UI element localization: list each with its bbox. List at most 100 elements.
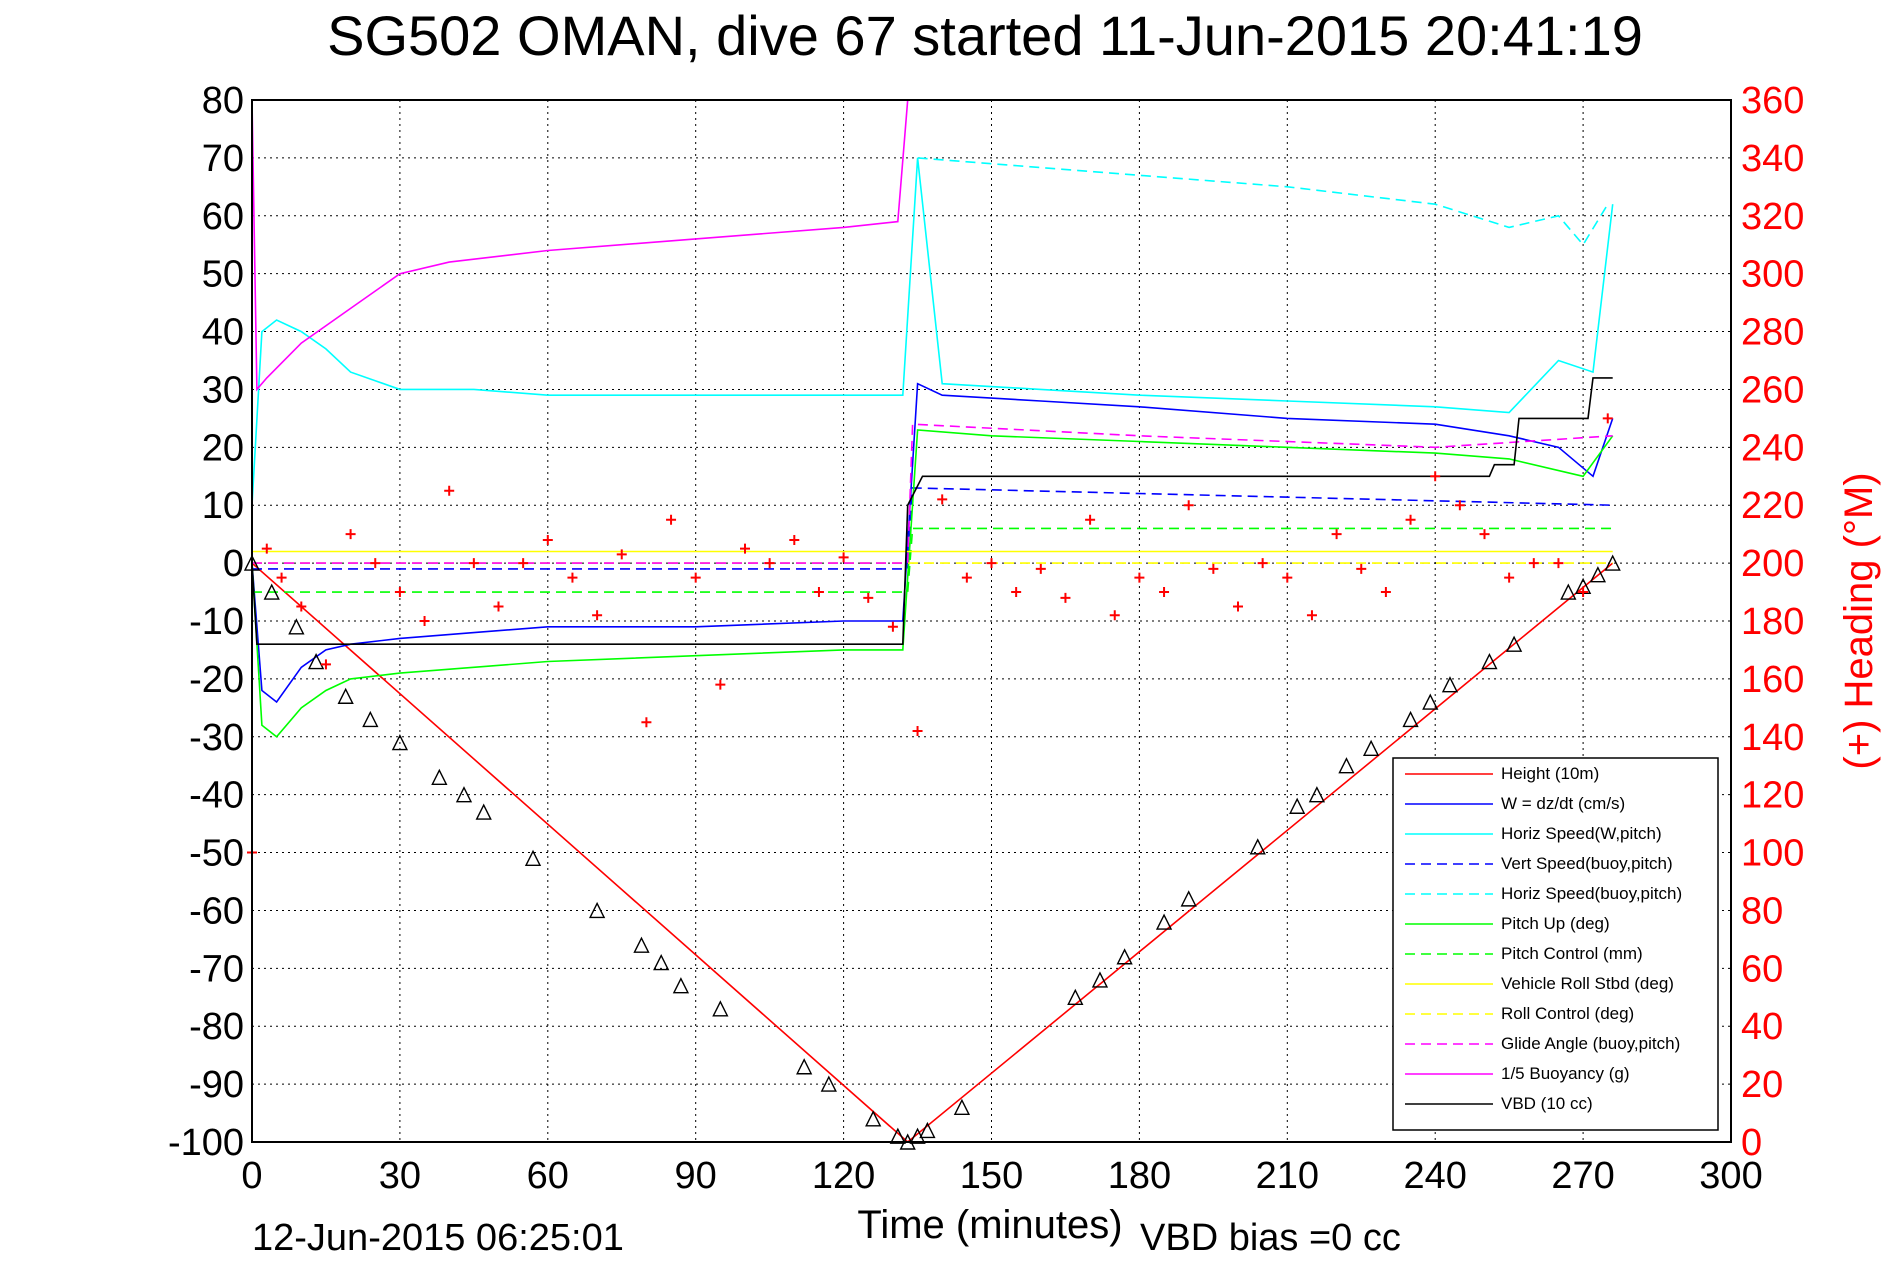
x-tick-label: 30 (379, 1155, 421, 1197)
height-marker (588, 901, 606, 919)
series-line (251, 377, 1613, 646)
series-line (251, 157, 1614, 506)
height-marker (1338, 757, 1355, 774)
heading-marker (789, 534, 800, 545)
y-tick-label: 80 (202, 80, 244, 122)
x-tick-label: 120 (812, 1155, 875, 1197)
heading-marker (1257, 558, 1268, 569)
legend-label: Vert Speed(buoy,pitch) (1501, 854, 1673, 873)
y-right-tick-label: 180 (1741, 601, 1804, 643)
legend: Height (10m) W = dz/dt (cm/s) Horiz Speed(… (1392, 757, 1719, 1131)
y-tick-label: -30 (189, 717, 244, 759)
heading-marker (1578, 587, 1589, 598)
height-marker (1362, 739, 1380, 757)
y-tick-label: 60 (202, 196, 244, 238)
series-layer (251, 99, 1614, 1144)
y-tick-label: 0 (223, 543, 244, 585)
y-right-tick-label: 200 (1741, 543, 1804, 585)
vbd-bias-note: VBD bias =0 cc (1140, 1217, 1401, 1259)
heading-marker (887, 621, 898, 632)
heading-marker (592, 610, 603, 621)
y-right-axis-label: (+) Heading (°M) (1837, 472, 1881, 769)
heading-marker (1553, 558, 1564, 569)
series-line (251, 99, 909, 392)
y-tick-label: -100 (168, 1122, 244, 1164)
height-marker (672, 977, 690, 994)
heading-marker (1454, 500, 1465, 511)
heading-marker (1380, 587, 1391, 598)
x-tick-labels: 0 30 60 90 120 150 180 210 240 270 300 (241, 1155, 1762, 1197)
heading-marker (616, 549, 627, 560)
heading-marker (1035, 563, 1046, 574)
heading-marker (276, 572, 287, 583)
legend-label: 1/5 Buoyancy (g) (1501, 1064, 1630, 1083)
legend-label: Glide Angle (buoy,pitch) (1501, 1034, 1680, 1053)
height-marker (633, 936, 650, 953)
heading-marker (813, 587, 824, 598)
heading-marker (370, 558, 381, 569)
series-line (252, 423, 1613, 564)
height-marker (1289, 797, 1306, 814)
height-marker (712, 1000, 729, 1017)
heading-marker (1011, 587, 1022, 598)
heading-marker (715, 679, 726, 690)
heading-marker (666, 514, 677, 525)
height-marker (263, 583, 280, 600)
height-marker (1560, 583, 1577, 600)
chart-title: SG502 OMAN, dive 67 started 11-Jun-2015 … (327, 4, 1643, 67)
height-marker (337, 687, 354, 704)
heading-marker (1356, 563, 1367, 574)
heading-marker (764, 558, 775, 569)
y-tick-label: 40 (202, 312, 244, 354)
y-right-tick-labels: 3603403203002802602402202001801601401201… (1741, 80, 1804, 1164)
legend-label: VBD (10 cc) (1501, 1094, 1593, 1113)
height-marker (1481, 652, 1498, 670)
heading-marker (641, 717, 652, 728)
series-line (917, 157, 1609, 247)
legend-box (1392, 757, 1719, 1131)
heading-marker (961, 572, 972, 583)
legend-label: Horiz Speed(buoy,pitch) (1501, 884, 1682, 903)
heading-marker (444, 485, 455, 496)
height-marker (1589, 566, 1607, 583)
y-tick-label: -90 (189, 1064, 244, 1106)
x-tick-label: 210 (1256, 1155, 1319, 1197)
x-tick-label: 240 (1403, 1155, 1466, 1197)
y-right-tick-label: 220 (1741, 485, 1804, 527)
heading-marker (740, 543, 750, 554)
y-tick-label: -80 (189, 1006, 244, 1048)
y-tick-labels: 80 70 60 50 40 30 20 10 0 -10 -20 -30 -40 -50 -60 -70 -8… (168, 80, 244, 1164)
heading-marker (838, 552, 849, 563)
heading-marker (690, 572, 701, 583)
heading-marker (320, 659, 331, 670)
legend-label: Roll Control (deg) (1501, 1004, 1634, 1023)
heading-marker (937, 494, 948, 505)
x-axis-label: Time (minutes) (857, 1203, 1122, 1247)
x-tick-label: 90 (675, 1155, 717, 1197)
heading-marker (345, 529, 356, 540)
y-right-tick-label: 340 (1741, 138, 1804, 180)
height-marker (1308, 786, 1326, 803)
height-marker (1604, 554, 1621, 571)
heading-marker (1306, 610, 1317, 621)
heading-marker (912, 725, 923, 736)
y-tick-label: 50 (202, 254, 244, 296)
y-right-tick-label: 40 (1741, 1006, 1783, 1048)
y-right-tick-label: 140 (1741, 717, 1804, 759)
heading-marker (542, 534, 553, 545)
heading-marker (518, 558, 529, 569)
heading-marker (1159, 587, 1170, 598)
y-right-tick-label: 20 (1741, 1064, 1783, 1106)
legend-label: Pitch Control (mm) (1501, 944, 1643, 963)
height-marker (1505, 635, 1523, 652)
heading-marker (1479, 529, 1490, 540)
y-right-tick-label: 80 (1741, 890, 1783, 932)
height-marker (1180, 890, 1197, 907)
y-tick-label: 10 (202, 485, 244, 527)
x-tick-label: 300 (1699, 1155, 1762, 1197)
heading-marker (296, 601, 307, 612)
y-right-tick-label: 300 (1741, 254, 1804, 296)
height-marker (307, 652, 325, 670)
heading-marker (986, 558, 997, 569)
heading-markers (247, 413, 1613, 858)
